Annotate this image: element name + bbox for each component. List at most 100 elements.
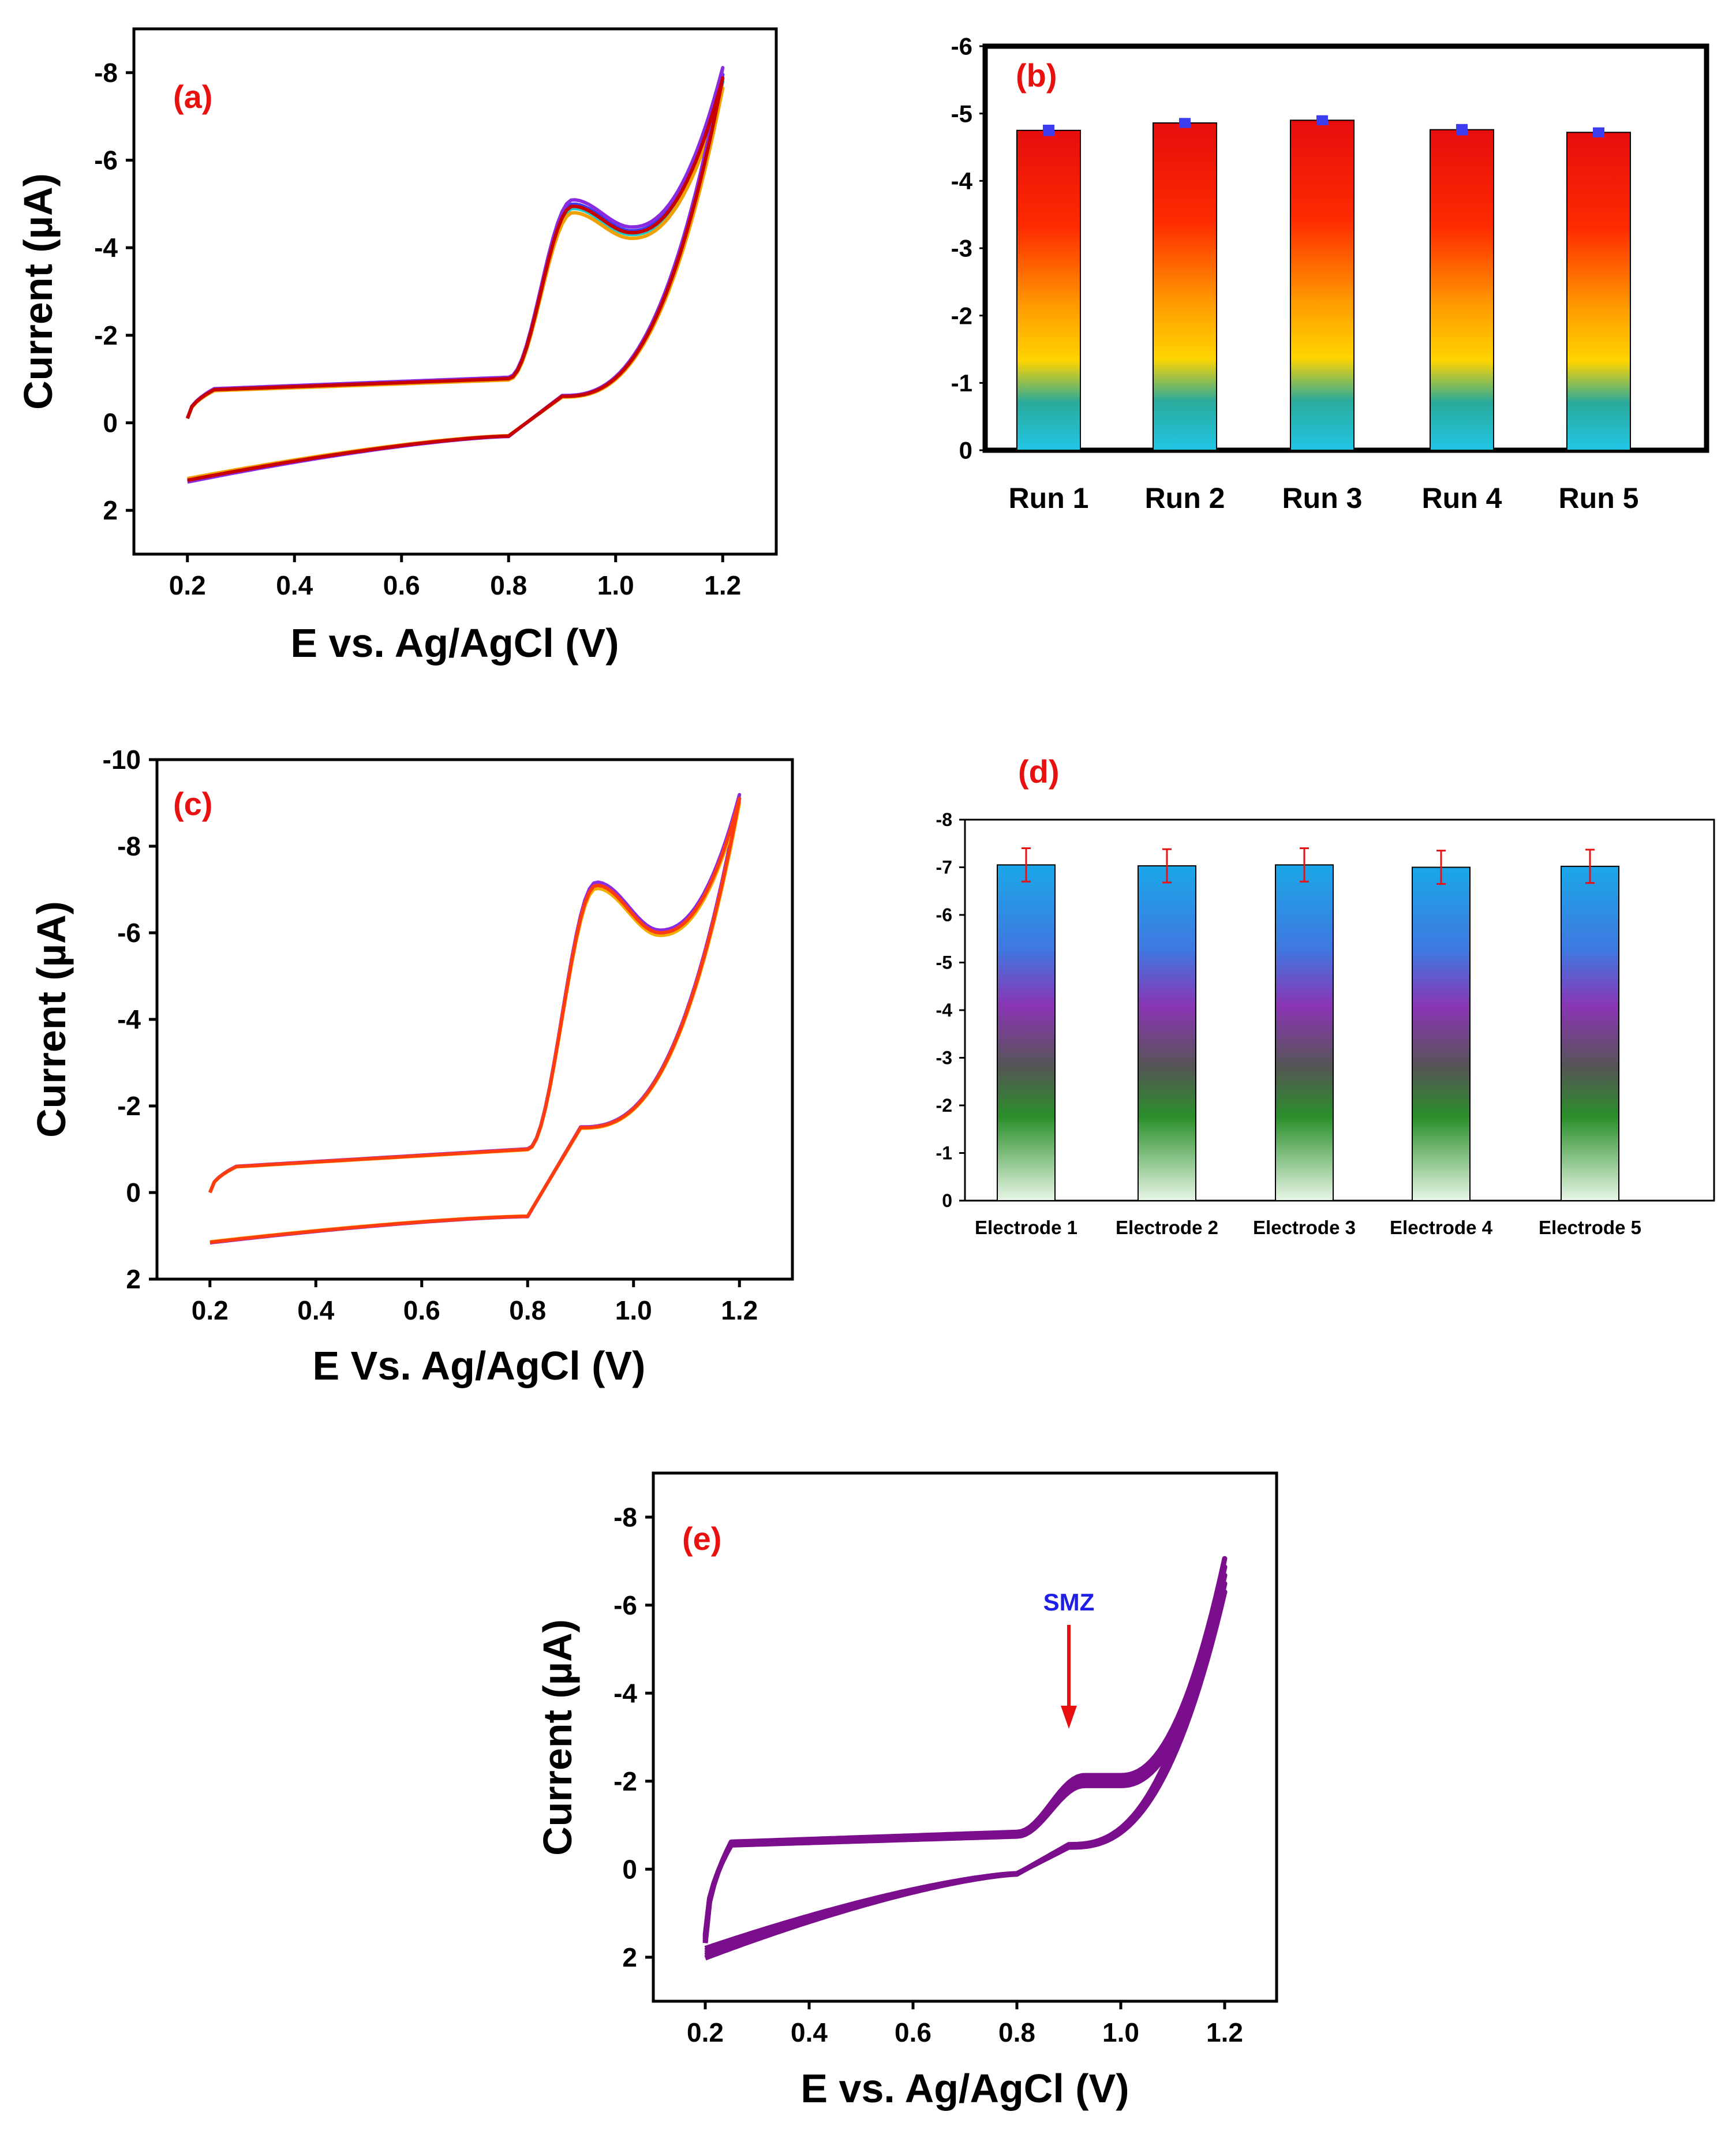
y-tick-label: -2	[117, 1091, 141, 1121]
y-tick-label: -8	[94, 58, 118, 88]
bar	[1412, 866, 1471, 1201]
cv-series-line	[185, 66, 725, 484]
y-tick-label: -8	[613, 1502, 637, 1532]
y-tick-label: -4	[936, 1000, 953, 1021]
x-category-label: Run 5	[1559, 482, 1639, 514]
panel-c-x-axis-title: E Vs. Ag/AgCl (V)	[313, 1343, 646, 1388]
y-tick-label: -6	[936, 905, 952, 925]
panel-e-curves	[702, 1556, 1228, 1961]
error-bar	[1043, 125, 1054, 136]
panel-a-y-axis-title: Current (µA)	[16, 173, 61, 410]
y-tick-label: -5	[936, 952, 952, 973]
y-tick-label: -5	[951, 100, 972, 127]
y-tick-label: 0	[126, 1178, 141, 1208]
x-tick-label: 0.6	[895, 2017, 931, 2047]
panel-d-label: (d)	[1018, 753, 1060, 790]
x-tick-label: 0.8	[998, 2017, 1035, 2047]
panel-b-label: (b)	[1016, 57, 1057, 94]
x-tick-label: 1.0	[597, 570, 634, 600]
y-tick-label: -1	[936, 1143, 952, 1164]
y-tick-label: 2	[622, 1942, 637, 1972]
y-tick-label: -2	[936, 1095, 952, 1116]
y-tick-label: 0	[959, 437, 972, 464]
y-tick-label: -4	[94, 233, 118, 263]
panel-e-x-ticks: 0.2 0.4 0.6 0.8 1.0 1.2	[687, 2001, 1243, 2047]
panel-c-y-ticks: 2 0 -2 -4 -6 -8 -10	[103, 745, 157, 1294]
panel-e-annotation: SMZ	[1043, 1589, 1094, 1729]
panel-c-y-axis-title: Current (µA)	[29, 901, 74, 1138]
x-tick-label: 0.4	[276, 570, 313, 600]
panel-a-cv-chart: 0.2 0.4 0.6 0.8 1.0 1.2 2 0 -2 -4 -6 -8 (a) E vs. …	[16, 27, 778, 666]
panel-b-bar-chart: 0-1-2-3-4-5-6 Run 1 Run 2 Run 3 Run 4 Run 5 …	[951, 33, 1709, 514]
panel-e-cv-chart: 0.2 0.4 0.6 0.8 1.0 1.2 2 0 -2 -4 -6 -8 SMZ (e) E …	[535, 1471, 1278, 2111]
bar	[1290, 119, 1355, 451]
error-bar	[1456, 124, 1468, 136]
bar	[1561, 865, 1619, 1201]
panel-d-bars	[997, 847, 1619, 1201]
bar	[1430, 129, 1494, 451]
y-tick-label: -6	[613, 1590, 637, 1620]
panel-a-label: (a)	[173, 79, 212, 115]
x-tick-label: 0.6	[403, 1295, 440, 1325]
error-bar	[1316, 115, 1328, 125]
panel-a-y-ticks: 2 0 -2 -4 -6 -8	[94, 58, 134, 525]
panel-c-plot-frame	[155, 758, 794, 1281]
y-tick-label: -2	[613, 1766, 637, 1796]
y-tick-label: -8	[936, 809, 952, 830]
x-category-label: Electrode 5	[1539, 1217, 1641, 1238]
x-category-label: Electrode 2	[1116, 1217, 1218, 1238]
cv-series-line	[185, 76, 725, 483]
smz-arrow-head	[1061, 1706, 1077, 1729]
y-tick-label: 2	[126, 1264, 141, 1294]
y-tick-label: -6	[94, 145, 118, 175]
x-tick-label: 0.4	[297, 1295, 334, 1325]
x-category-label: Electrode 3	[1253, 1217, 1356, 1238]
y-tick-label: -2	[951, 302, 972, 329]
panel-c-cv-chart: 0.2 0.4 0.6 0.8 1.0 1.2 2 0 -2 -4 -6 -8 -10 (c) E V…	[29, 745, 794, 1388]
cv-series-line	[186, 86, 725, 481]
y-tick-label: -6	[117, 918, 141, 948]
x-tick-label: 0.8	[509, 1295, 546, 1325]
panel-a-x-ticks: 0.2 0.4 0.6 0.8 1.0 1.2	[169, 554, 741, 600]
bar	[1153, 122, 1217, 451]
panel-e-y-ticks: 2 0 -2 -4 -6 -8	[613, 1502, 653, 1972]
x-tick-label: 1.2	[704, 570, 741, 600]
x-tick-label: 1.2	[721, 1295, 758, 1325]
bar	[1138, 865, 1196, 1201]
y-tick-label: -4	[117, 1004, 141, 1034]
x-tick-label: 0.4	[791, 2017, 828, 2047]
x-tick-label: 1.0	[615, 1295, 652, 1325]
x-tick-label: 1.0	[1102, 2017, 1139, 2047]
y-tick-label: 0	[622, 1854, 637, 1884]
panel-c-label: (c)	[173, 786, 212, 822]
panel-e-label: (e)	[682, 1520, 721, 1557]
panel-d-x-categories: Electrode 1 Electrode 2 Electrode 3 Electro…	[975, 1217, 1641, 1238]
x-tick-label: 0.2	[169, 570, 206, 600]
panel-c-curves	[208, 793, 742, 1245]
x-category-label: Run 1	[1009, 482, 1089, 514]
y-tick-label: -3	[936, 1048, 952, 1068]
y-tick-label: -10	[103, 745, 141, 775]
x-tick-label: 0.6	[383, 570, 420, 600]
panel-e-plot-frame	[652, 1471, 1278, 2003]
bar	[1566, 132, 1631, 451]
panel-b-y-ticks: 0 -1 -2 -3 -4 -5 -6	[951, 33, 985, 464]
y-tick-label: 0	[942, 1190, 952, 1211]
cv-series-line	[185, 80, 725, 482]
x-category-label: Run 2	[1145, 482, 1225, 514]
error-bar	[1593, 127, 1604, 137]
panel-a-plot-frame	[132, 27, 778, 556]
panel-d-y-ticks: 0 -1 -2 -3 -4 -5 -6 -7 -8	[936, 809, 965, 1211]
y-tick-label: -3	[951, 235, 972, 262]
x-category-label: Electrode 4	[1390, 1217, 1493, 1238]
cv-series-line	[702, 1564, 1228, 1959]
panel-b-bars	[1016, 115, 1631, 451]
x-category-label: Electrode 1	[975, 1217, 1077, 1238]
y-tick-label: -4	[951, 167, 973, 195]
panel-a-x-axis-title: E vs. Ag/AgCl (V)	[290, 621, 619, 666]
y-tick-label: -1	[951, 369, 972, 397]
cv-series-line	[208, 797, 742, 1244]
cv-series-line	[208, 797, 742, 1244]
x-tick-label: 0.8	[490, 570, 527, 600]
